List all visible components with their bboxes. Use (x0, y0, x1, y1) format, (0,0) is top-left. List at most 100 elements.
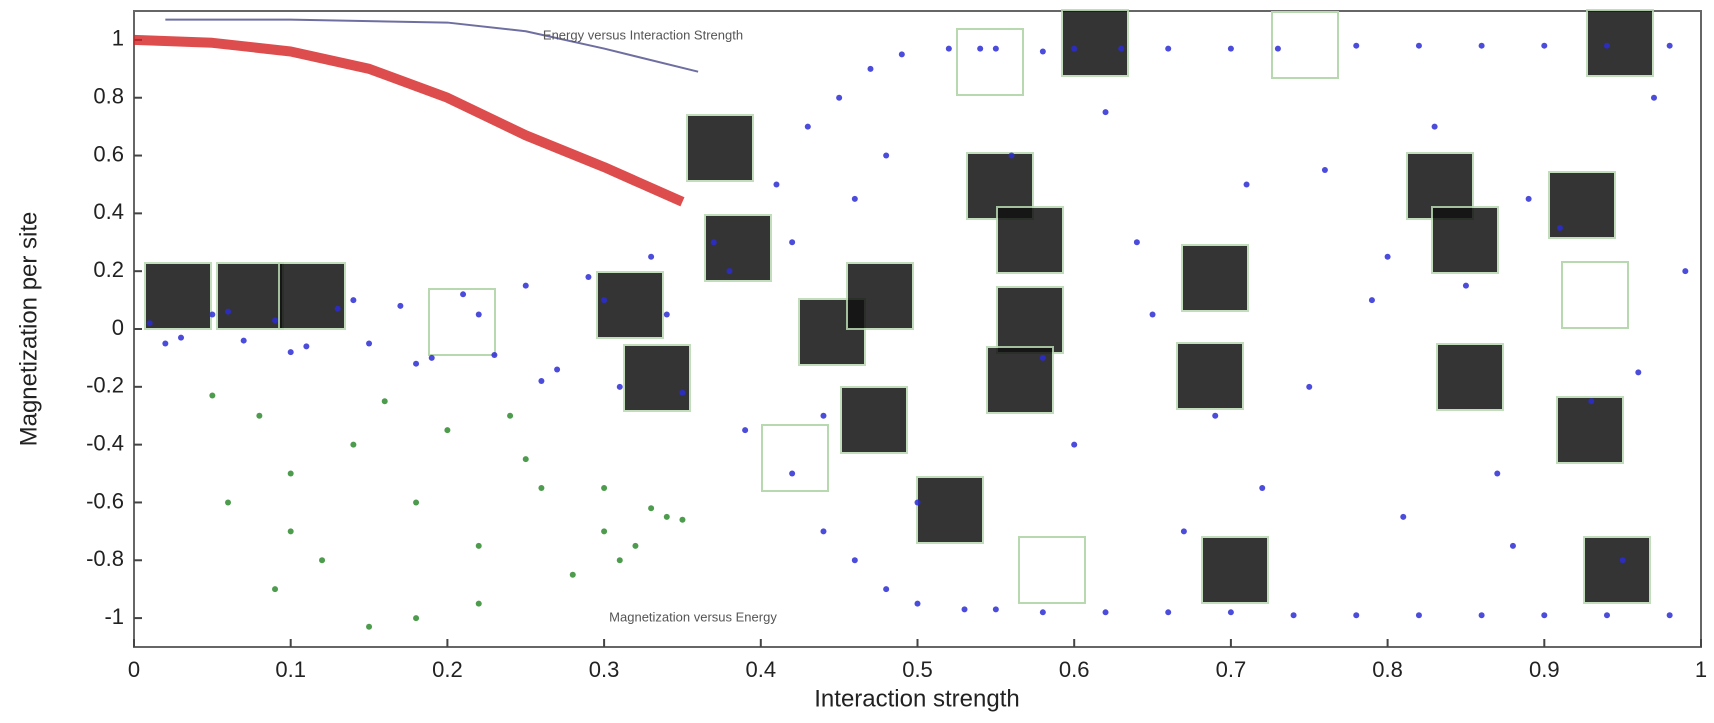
data-point (1400, 514, 1406, 520)
data-point (507, 413, 513, 419)
data-point (601, 528, 607, 534)
data-point (742, 427, 748, 433)
data-point (664, 312, 670, 318)
data-point (1620, 557, 1626, 563)
snapshot (1202, 537, 1268, 603)
data-point (1463, 283, 1469, 289)
x-tick-label: 0.2 (432, 657, 463, 682)
data-point (852, 196, 858, 202)
x-axis-title: Interaction strength (814, 685, 1019, 712)
data-point (225, 499, 231, 505)
data-point (1134, 239, 1140, 245)
snapshot (997, 287, 1063, 353)
data-point (664, 514, 670, 520)
data-point (617, 557, 623, 563)
snapshot (624, 345, 690, 411)
y-tick-label: 0 (112, 315, 124, 340)
data-point (1103, 609, 1109, 615)
data-point (147, 320, 153, 326)
data-point (209, 392, 215, 398)
data-point (1432, 124, 1438, 130)
data-point (429, 355, 435, 361)
y-tick-label: 0.4 (93, 199, 124, 224)
y-tick-label: 1 (112, 26, 124, 51)
x-tick-label: 0.5 (902, 657, 933, 682)
data-point (570, 572, 576, 578)
snapshot (1177, 343, 1243, 409)
data-point (648, 254, 654, 260)
data-point (867, 66, 873, 72)
data-point (852, 557, 858, 563)
chart: Interaction strength Magnetization per s… (0, 0, 1714, 718)
snapshot (1019, 537, 1085, 603)
x-tick-label: 0.8 (1372, 657, 1403, 682)
annotation: Energy versus Interaction Strength (543, 27, 743, 42)
x-tick-label: 0.4 (746, 657, 777, 682)
snapshot (1557, 397, 1623, 463)
data-point (977, 46, 983, 52)
y-axis-title: Magnetization per site (15, 212, 42, 447)
data-point (632, 543, 638, 549)
snapshot (1272, 12, 1338, 78)
data-point (601, 485, 607, 491)
x-tick-label: 0.6 (1059, 657, 1090, 682)
data-point (1165, 609, 1171, 615)
data-point (272, 586, 278, 592)
data-point (1275, 46, 1281, 52)
data-point (1165, 46, 1171, 52)
data-point (1526, 196, 1532, 202)
x-tick-label: 1 (1695, 657, 1707, 682)
data-point (1416, 612, 1422, 618)
data-point (1369, 297, 1375, 303)
snapshot (957, 29, 1023, 95)
data-point (225, 309, 231, 315)
data-point (993, 606, 999, 612)
data-point (726, 268, 732, 274)
snapshot (279, 263, 345, 329)
data-point (1667, 43, 1673, 49)
data-point (476, 543, 482, 549)
data-point (1009, 153, 1015, 159)
snapshot (1182, 245, 1248, 311)
data-point (1604, 43, 1610, 49)
data-point (1071, 442, 1077, 448)
data-point (1635, 369, 1641, 375)
data-point (601, 297, 607, 303)
data-point (1181, 528, 1187, 534)
data-point (303, 343, 309, 349)
data-point (241, 338, 247, 344)
data-point (460, 291, 466, 297)
y-tick-label: -0.6 (86, 488, 124, 513)
data-point (1557, 225, 1563, 231)
data-point (1494, 471, 1500, 477)
data-point (382, 398, 388, 404)
data-point (789, 239, 795, 245)
data-point (288, 528, 294, 534)
y-tick-label: 0.6 (93, 141, 124, 166)
data-point (1228, 46, 1234, 52)
data-point (1103, 109, 1109, 115)
data-point (946, 46, 952, 52)
data-point (1651, 95, 1657, 101)
data-point (1353, 43, 1359, 49)
page: Interaction strength Magnetization per s… (0, 0, 1714, 718)
data-point (319, 557, 325, 563)
data-point (1510, 543, 1516, 549)
data-point (350, 297, 356, 303)
data-point (413, 615, 419, 621)
snapshot (1432, 207, 1498, 273)
data-point (162, 340, 168, 346)
data-point (366, 624, 372, 630)
data-point (993, 46, 999, 52)
data-point (1541, 43, 1547, 49)
annotation: Magnetization versus Energy (609, 609, 777, 624)
data-point (1244, 181, 1250, 187)
data-point (711, 239, 717, 245)
y-tick-label: -0.4 (86, 430, 124, 455)
x-tick-label: 0.7 (1216, 657, 1247, 682)
snapshot (597, 272, 663, 338)
x-tick-label: 0.1 (275, 657, 306, 682)
data-point (209, 312, 215, 318)
data-point (585, 274, 591, 280)
snapshot (145, 263, 211, 329)
